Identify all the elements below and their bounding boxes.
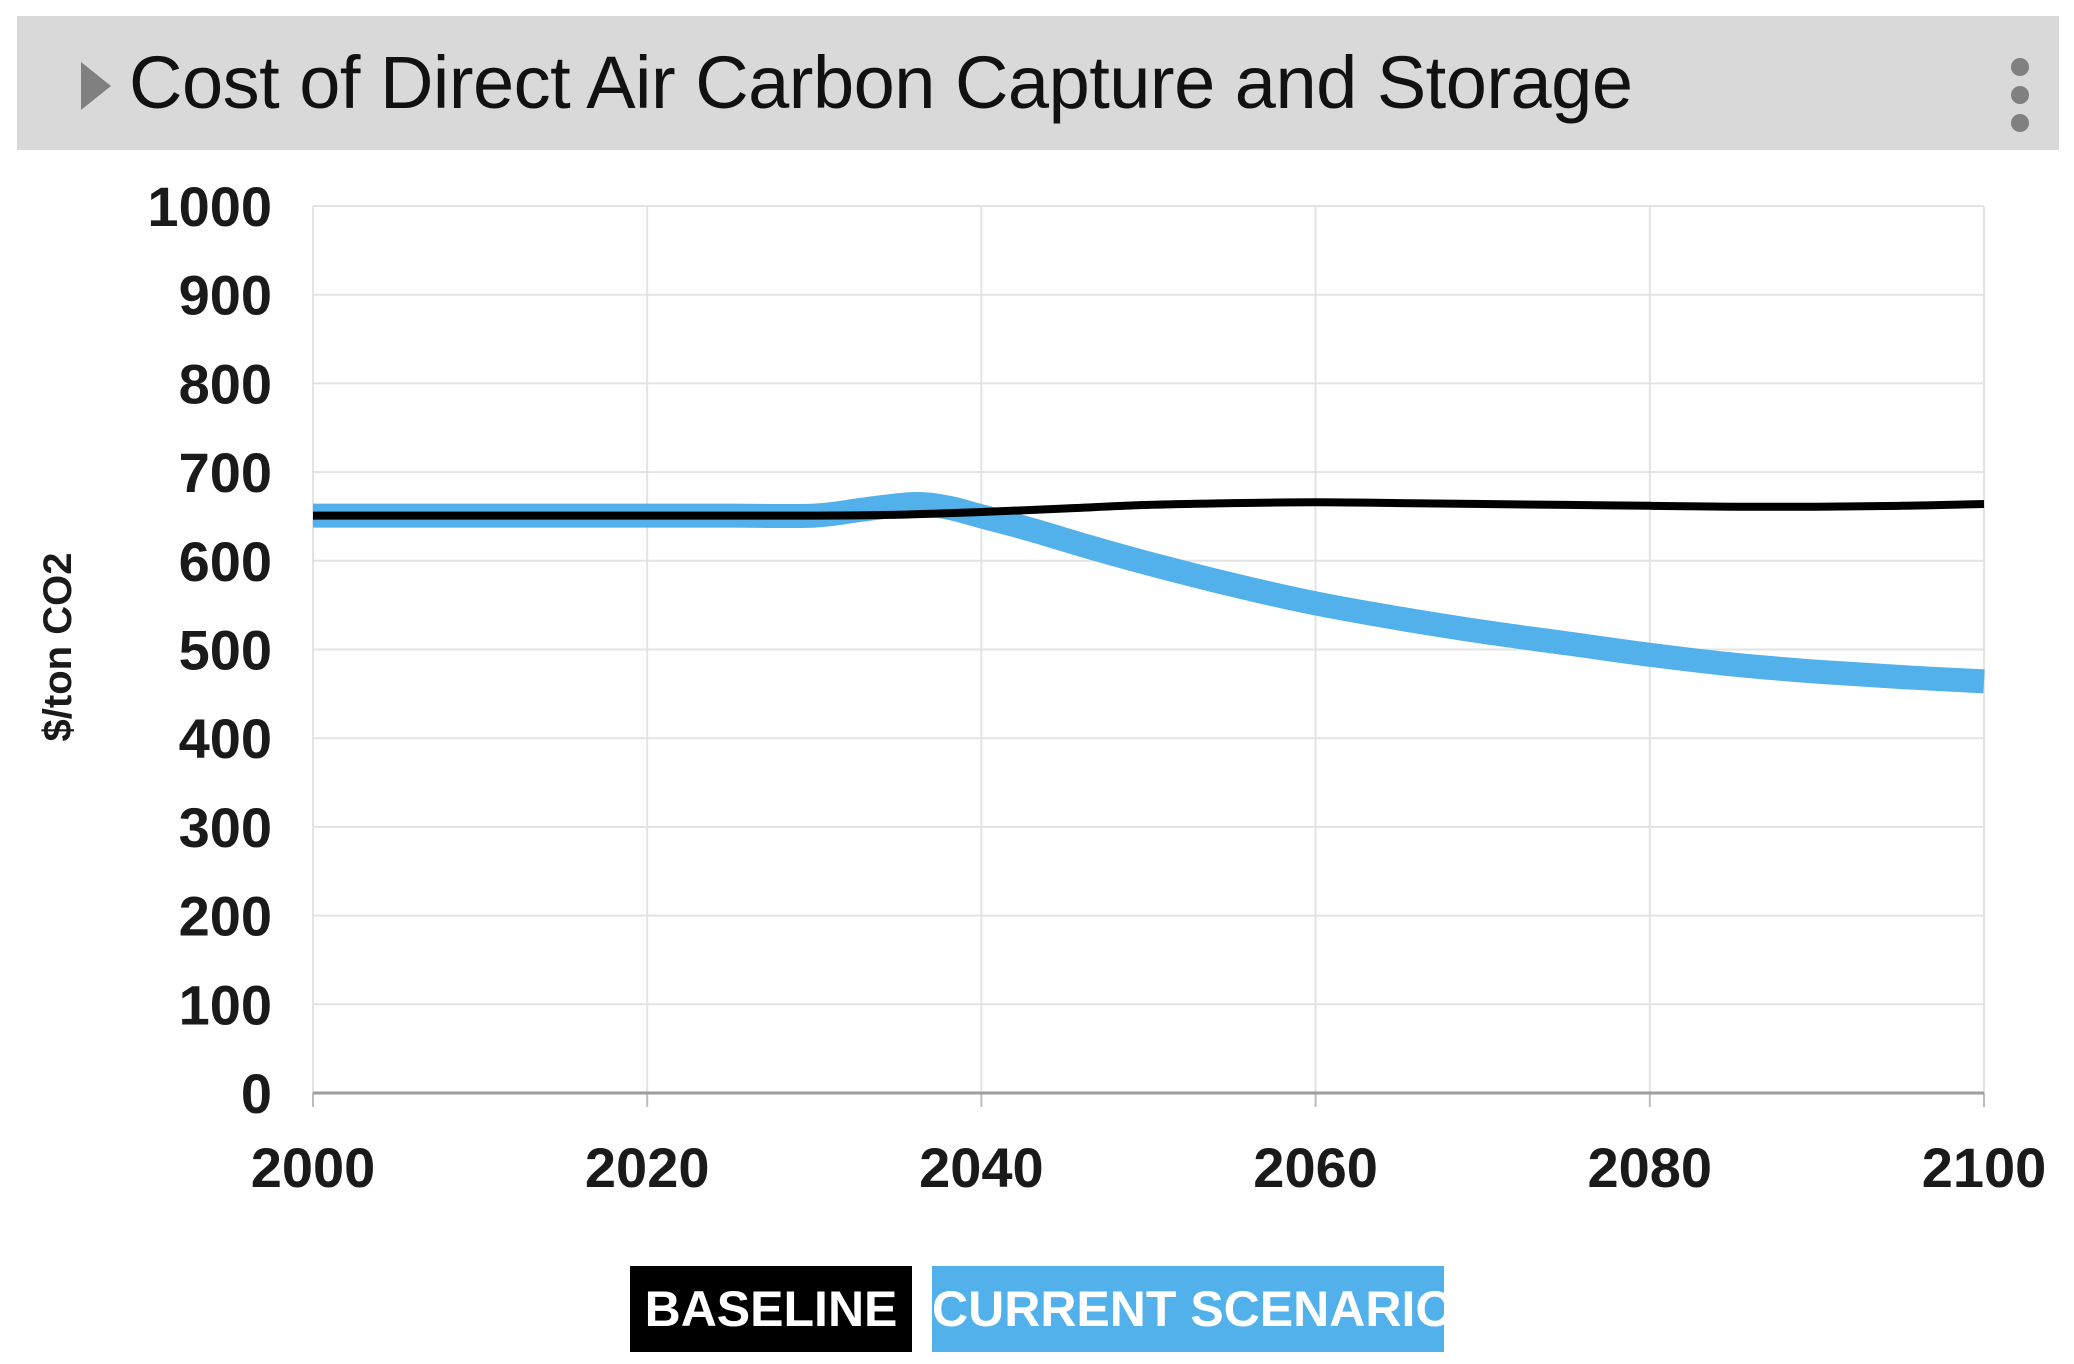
legend-current-scenario-button[interactable]: CURRENT SCENARIO	[932, 1266, 1454, 1352]
y-tick-label: 200	[179, 885, 272, 948]
vertical-dots-icon[interactable]	[1997, 52, 2043, 140]
y-axis-label: $/ton CO2	[36, 553, 80, 742]
y-tick-label: 900	[179, 264, 272, 327]
chart-axes	[312, 1091, 1985, 1107]
y-tick-label: 500	[179, 619, 272, 682]
y-tick-label: 600	[179, 530, 272, 593]
y-tick-label: 800	[179, 352, 272, 415]
y-tick-label: 400	[179, 707, 272, 770]
legend-baseline-button[interactable]: BASELINE	[630, 1266, 912, 1352]
chart-title: Cost of Direct Air Carbon Capture and St…	[129, 41, 1633, 124]
y-tick-label: 700	[179, 441, 272, 504]
series-line-current-scenario	[312, 491, 1985, 694]
y-tick-label: 0	[241, 1062, 272, 1125]
x-tick-label: 2080	[1588, 1136, 1713, 1199]
x-tick-label: 2040	[919, 1136, 1044, 1199]
y-tick-label: 300	[179, 796, 272, 859]
y-tick-label: 1000	[147, 175, 272, 238]
triangle-right-icon[interactable]	[59, 56, 119, 116]
chart-tick-labels: 0 100 200 300 400 500 600 700 800 900 1000 2000 2020…	[147, 175, 2046, 1199]
series-line-baseline	[312, 498, 1985, 520]
chart-gridlines	[312, 205, 1985, 1093]
chart-series	[312, 491, 1985, 694]
x-tick-label: 2020	[585, 1136, 710, 1199]
x-tick-label: 2060	[1253, 1136, 1378, 1199]
x-tick-label: 2000	[251, 1136, 376, 1199]
x-tick-label: 2100	[1922, 1136, 2047, 1199]
chart-header: Cost of Direct Air Carbon Capture and St…	[17, 16, 2059, 150]
y-tick-label: 100	[179, 973, 272, 1036]
